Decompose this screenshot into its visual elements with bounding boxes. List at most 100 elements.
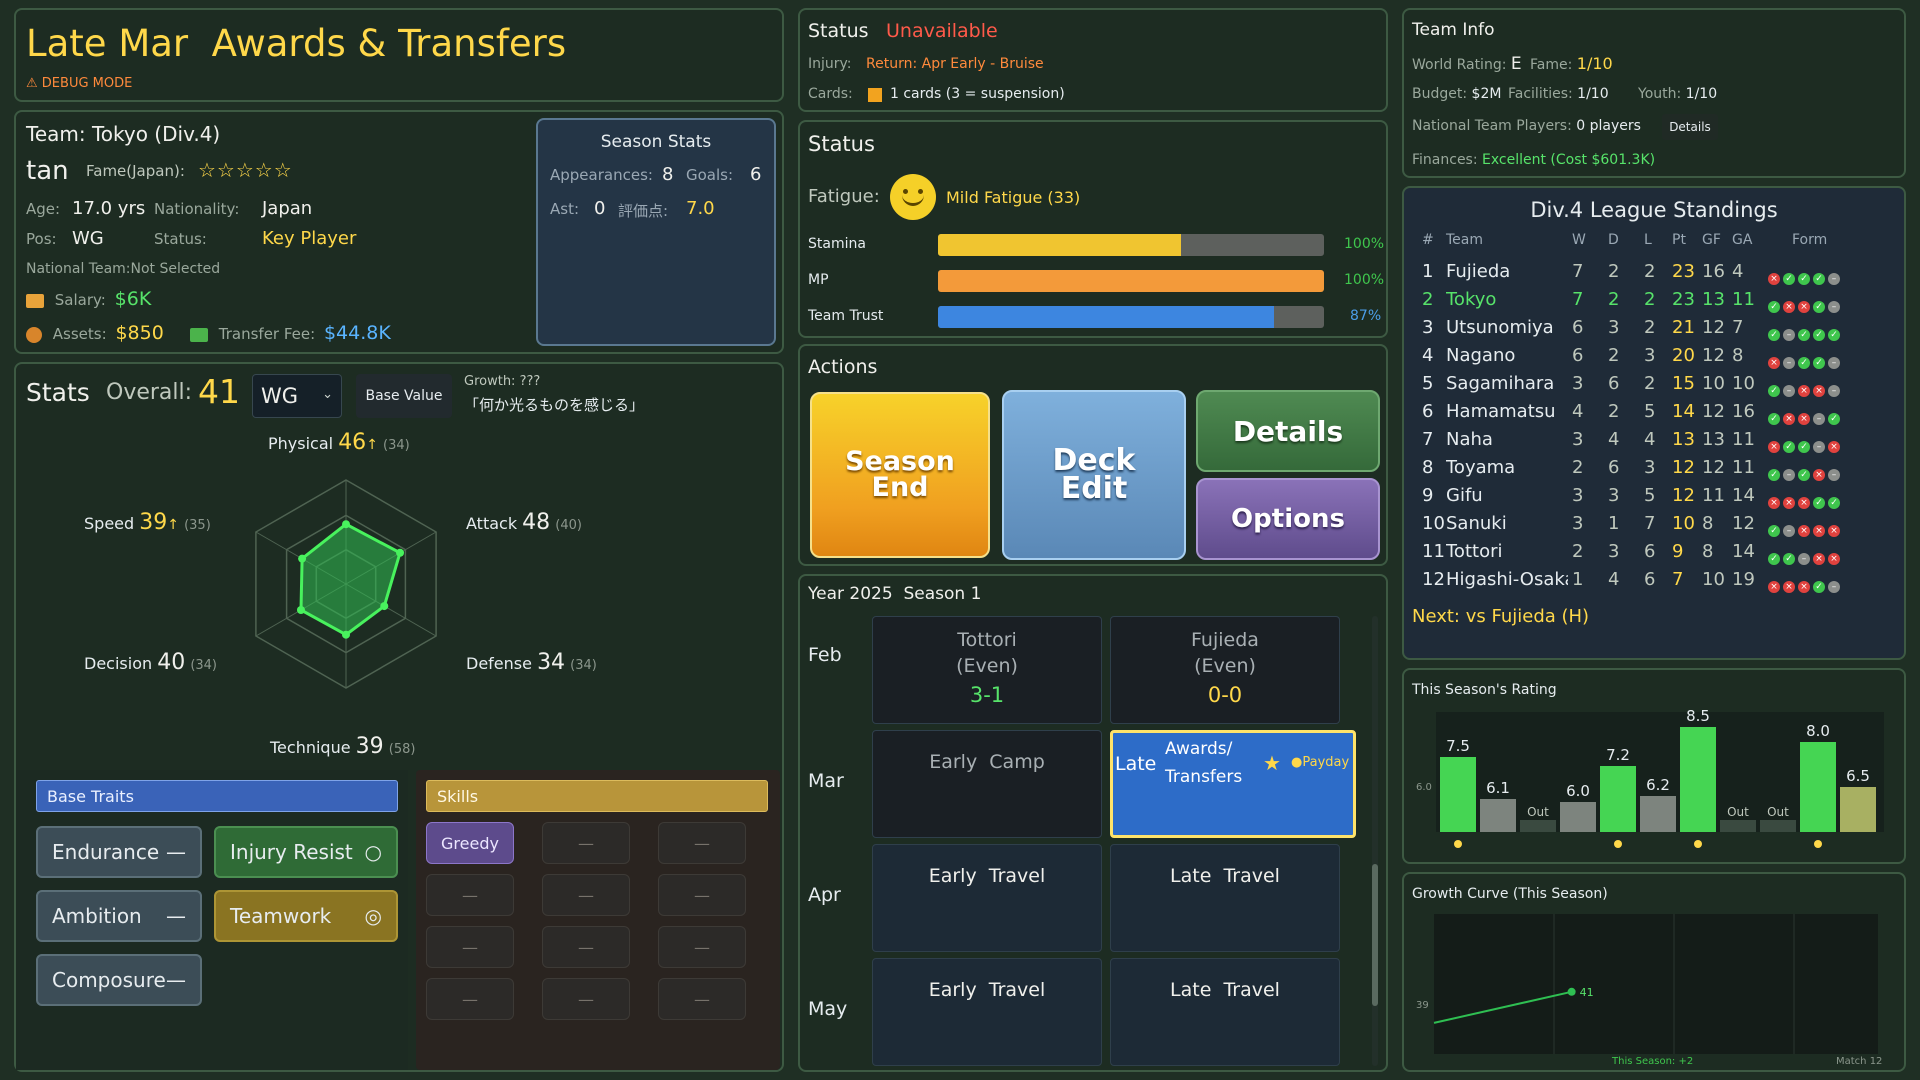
calendar-scroll-thumb[interactable] <box>1372 864 1378 1006</box>
radar-point <box>380 602 389 611</box>
standings-cell-pt: 23 <box>1672 261 1695 282</box>
skill-slot-empty[interactable]: — <box>542 822 630 864</box>
deck-edit-button[interactable]: Deck Edit <box>1002 390 1186 560</box>
standings-row[interactable]: 9 Gifu 3 3 5 12 11 14 × × × ✓ ✓ <box>1418 482 1898 510</box>
rating-bar-label: 6.1 <box>1486 779 1510 797</box>
form-indicator: ✓ ✓ – × × <box>1768 545 1843 566</box>
standings-cell-l: 5 <box>1644 401 1656 422</box>
growth-footer-right: Match 12 <box>1836 1056 1882 1067</box>
calendar-cell-feb-early[interactable]: Tottori (Even) 3-1 <box>872 616 1102 724</box>
standings-cell-team: Gifu <box>1446 485 1483 506</box>
season-end-button[interactable]: Season End <box>810 392 990 558</box>
skill-slot-empty[interactable]: — <box>542 978 630 1020</box>
growth-label: Growth: ??? <box>464 374 541 389</box>
standings-row[interactable]: 4 Nagano 6 2 3 20 12 8 × – ✓ ✓ – <box>1418 342 1898 370</box>
skill-slot-empty[interactable]: — <box>542 874 630 916</box>
standings-cell-d: 2 <box>1608 401 1620 422</box>
calendar-cell-feb-late[interactable]: Fujieda (Even) 0-0 <box>1110 616 1340 724</box>
fatigue-label: Fatigue: <box>808 186 880 207</box>
skill-slot-empty[interactable]: — <box>658 926 746 968</box>
standings-cell-w: 7 <box>1572 289 1584 310</box>
youth-row: Youth: 1/10 <box>1638 86 1718 102</box>
stamina-percent: 100% <box>1344 236 1385 252</box>
smiley-icon <box>890 174 936 220</box>
month-may: May <box>808 998 848 1020</box>
standings-row[interactable]: 11 Tottori 2 3 6 9 8 14 ✓ ✓ – × × <box>1418 538 1898 566</box>
standings-cell-ga: 12 <box>1732 513 1755 534</box>
form-win-icon: ✓ <box>1768 553 1780 565</box>
rating-bar-label: 6.5 <box>1846 767 1870 785</box>
budget-row: Budget: $2M <box>1412 86 1502 102</box>
standings-row[interactable]: 5 Sagamihara 3 6 2 15 10 10 ✓ – × × – <box>1418 370 1898 398</box>
trait-injury-resist[interactable]: Injury Resist ○ <box>214 826 398 878</box>
standings-row[interactable]: 8 Toyama 2 6 3 12 12 11 ✓ – ✓ × – <box>1418 454 1898 482</box>
form-loss-icon: × <box>1768 273 1780 285</box>
skill-slot-empty[interactable]: — <box>426 978 514 1020</box>
skill-slot-empty[interactable]: — <box>426 874 514 916</box>
trait-ambition[interactable]: Ambition — <box>36 890 202 942</box>
form-draw-icon: – <box>1828 357 1840 369</box>
calendar-cell-mar-late-current[interactable]: Late Awards/ Transfers ★ ●Payday <box>1110 730 1356 838</box>
form-win-icon: ✓ <box>1813 329 1825 341</box>
growth-point <box>1567 987 1576 996</box>
calendar-cell-apr-late[interactable]: Late Travel <box>1110 844 1340 952</box>
next-match-label: Next: vs Fujieda (H) <box>1412 606 1590 627</box>
form-indicator: ✓ – × × – <box>1768 377 1843 398</box>
form-loss-icon: × <box>1813 469 1825 481</box>
standings-row[interactable]: 10 Sanuki 3 1 7 10 8 12 ✓ – × × × <box>1418 510 1898 538</box>
form-loss-icon: × <box>1813 385 1825 397</box>
standings-cell-l: 4 <box>1644 429 1656 450</box>
calendar-cell-may-early[interactable]: Early Travel <box>872 958 1102 1066</box>
standings-row[interactable]: 12 Higashi-Osaka 1 4 6 7 10 19 × × × ✓ – <box>1418 566 1898 594</box>
standings-row[interactable]: 7 Naha 3 4 4 13 13 11 × ✓ ✓ – × <box>1418 426 1898 454</box>
standings-cell-gf: 12 <box>1702 457 1725 478</box>
calendar-cell-mar-early[interactable]: Early Camp <box>872 730 1102 838</box>
standings-cell-pos: 1 <box>1422 261 1434 282</box>
position-select[interactable]: WG ⌄ <box>252 374 342 418</box>
actions-title: Actions <box>808 356 878 378</box>
skill-slot-empty[interactable]: — <box>658 822 746 864</box>
standings-row[interactable]: 6 Hamamatsu 4 2 5 14 12 16 ✓ × × – ✓ <box>1418 398 1898 426</box>
form-loss-icon: × <box>1828 553 1840 565</box>
coin-bag-icon <box>26 326 42 343</box>
skill-slot-empty[interactable]: — <box>426 926 514 968</box>
standings-cell-pos: 12 <box>1422 569 1445 590</box>
standings-row[interactable]: 1 Fujieda 7 2 2 23 16 4 × ✓ ✓ ✓ – <box>1418 258 1898 286</box>
calendar-cell-apr-early[interactable]: Early Travel <box>872 844 1102 952</box>
radar-point <box>342 630 350 639</box>
transfer-fee-value: $44.8K <box>323 322 391 344</box>
trait-teamwork[interactable]: Teamwork ◎ <box>214 890 398 942</box>
standings-cell-l: 3 <box>1644 345 1656 366</box>
growth-quote: 「何か光るものを感じる」 <box>464 396 645 414</box>
trait-endurance[interactable]: Endurance — <box>36 826 202 878</box>
arrow-up-icon: ↑ <box>366 437 378 453</box>
standings-cell-d: 2 <box>1608 289 1620 310</box>
form-win-icon: ✓ <box>1813 581 1825 593</box>
standings-cell-w: 3 <box>1572 429 1584 450</box>
skill-slot-empty[interactable]: — <box>658 978 746 1020</box>
ast-value: 0 <box>594 198 606 219</box>
decision-stat: Decision 40 (34) <box>84 650 217 675</box>
calendar-cell-may-late[interactable]: Late Travel <box>1110 958 1340 1066</box>
trait-composure[interactable]: Composure — <box>36 954 202 1006</box>
standings-cell-ga: 8 <box>1732 345 1744 366</box>
team-details-button[interactable]: Details <box>1662 114 1718 140</box>
standings-cell-ga: 14 <box>1732 485 1755 506</box>
standings-row[interactable]: 3 Utsunomiya 6 3 2 21 12 7 ✓ – ✓ ✓ ✓ <box>1418 314 1898 342</box>
growth-chart-title: Growth Curve (This Season) <box>1412 886 1608 902</box>
skill-greedy[interactable]: Greedy <box>426 822 514 864</box>
base-value-button[interactable]: Base Value <box>356 374 452 418</box>
standings-row[interactable]: 2 Tokyo 7 2 2 23 13 11 ✓ × × ✓ – <box>1418 286 1898 314</box>
form-draw-icon: – <box>1828 273 1840 285</box>
form-draw-icon: – <box>1783 385 1795 397</box>
skill-slot-empty[interactable]: — <box>542 926 630 968</box>
skill-slot-empty[interactable]: — <box>658 874 746 916</box>
world-rating-row: World Rating: E <box>1412 54 1522 74</box>
calendar-scrollbar[interactable] <box>1372 616 1378 1066</box>
details-button[interactable]: Details <box>1196 390 1380 472</box>
stats-radar-chart <box>255 479 437 689</box>
month-feb: Feb <box>808 644 842 666</box>
base-traits-header: Base Traits <box>36 780 398 812</box>
standings-cell-team: Naha <box>1446 429 1493 450</box>
options-button[interactable]: Options <box>1196 478 1380 560</box>
